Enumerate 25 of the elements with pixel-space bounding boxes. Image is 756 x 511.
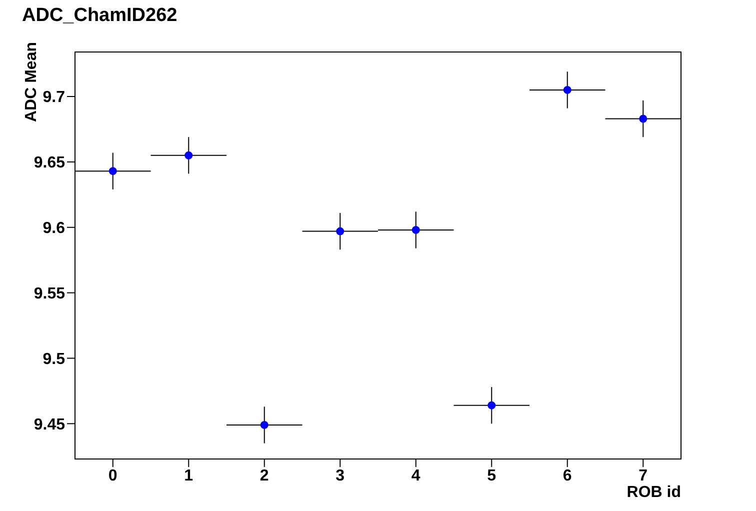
y-tick-label: 9.45 [34,416,66,434]
x-tick-label: 2 [260,467,269,484]
y-tick-label: 9.7 [42,89,66,106]
point [336,227,344,236]
point [184,151,193,160]
point [412,226,420,234]
x-tick-label: 5 [487,467,496,484]
point [563,86,572,94]
y-axis-title: ADC Mean [23,42,40,122]
x-tick-label: 4 [411,467,420,484]
x-axis-title: ROB id [626,484,681,502]
x-tick-label: 7 [638,467,648,484]
y-tick-label: 9.5 [42,350,66,368]
point [488,401,496,410]
x-tick-label: 0 [108,467,118,484]
chart-title: ADC_ChamID262 [22,5,178,27]
x-tick-label: 6 [562,467,572,484]
point [260,420,268,429]
y-tick-label: 9.6 [42,220,66,238]
x-tick-label: 3 [336,467,345,484]
point [108,167,117,176]
x-tick-label: 1 [184,467,194,484]
y-tick-label: 9.55 [34,285,66,302]
point [639,114,648,123]
y-tick-label: 9.65 [34,154,66,172]
